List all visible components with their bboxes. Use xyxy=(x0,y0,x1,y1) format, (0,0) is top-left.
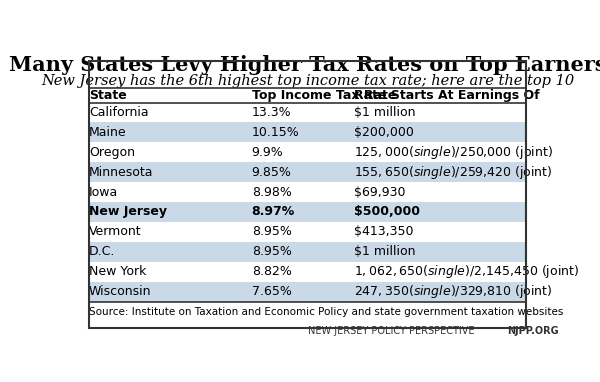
Text: $500,000: $500,000 xyxy=(354,206,420,219)
Text: NJPP.ORG: NJPP.ORG xyxy=(508,326,559,336)
Text: Oregon: Oregon xyxy=(89,146,135,159)
FancyBboxPatch shape xyxy=(89,242,526,262)
Text: $200,000: $200,000 xyxy=(354,126,414,139)
Text: 8.95%: 8.95% xyxy=(252,225,292,238)
Text: New York: New York xyxy=(89,265,146,278)
Text: New Jersey has the 6th highest top income tax rate; here are the top 10: New Jersey has the 6th highest top incom… xyxy=(41,74,574,87)
FancyBboxPatch shape xyxy=(89,282,526,302)
Text: California: California xyxy=(89,106,149,119)
Text: $247,350 (single)/$329,810 (joint): $247,350 (single)/$329,810 (joint) xyxy=(354,283,553,300)
Text: Many States Levy Higher Tax Rates on Top Earners: Many States Levy Higher Tax Rates on Top… xyxy=(9,55,600,75)
Text: $125,000 (single)/$250,000 (joint): $125,000 (single)/$250,000 (joint) xyxy=(354,144,553,161)
Text: Wisconsin: Wisconsin xyxy=(89,285,151,298)
Text: 7.65%: 7.65% xyxy=(252,285,292,298)
Text: Minnesota: Minnesota xyxy=(89,166,154,179)
Text: $155,650 (single)/$259,420 (joint): $155,650 (single)/$259,420 (joint) xyxy=(354,163,552,181)
Text: 13.3%: 13.3% xyxy=(252,106,292,119)
Text: New Jersey: New Jersey xyxy=(89,206,167,219)
Text: 8.98%: 8.98% xyxy=(252,186,292,199)
Text: Rate Starts At Earnings Of: Rate Starts At Earnings Of xyxy=(354,89,539,102)
Text: Iowa: Iowa xyxy=(89,186,118,199)
Text: 8.95%: 8.95% xyxy=(252,245,292,258)
Text: Top Income Tax Rate: Top Income Tax Rate xyxy=(252,89,396,102)
Text: Source: Institute on Taxation and Economic Policy and state government taxation : Source: Institute on Taxation and Econom… xyxy=(89,307,563,317)
Text: State: State xyxy=(89,89,127,102)
Text: $413,350: $413,350 xyxy=(354,225,413,238)
FancyBboxPatch shape xyxy=(89,122,526,142)
Text: 9.85%: 9.85% xyxy=(252,166,292,179)
Text: 8.82%: 8.82% xyxy=(252,265,292,278)
Text: NEW JERSEY POLICY PERSPECTIVE: NEW JERSEY POLICY PERSPECTIVE xyxy=(308,326,474,336)
Text: 10.15%: 10.15% xyxy=(252,126,299,139)
Text: D.C.: D.C. xyxy=(89,245,115,258)
FancyBboxPatch shape xyxy=(89,202,526,222)
Text: Vermont: Vermont xyxy=(89,225,142,238)
Text: $69,930: $69,930 xyxy=(354,186,406,199)
Text: 9.9%: 9.9% xyxy=(252,146,283,159)
Text: 8.97%: 8.97% xyxy=(252,206,295,219)
Text: $1 million: $1 million xyxy=(354,106,415,119)
FancyBboxPatch shape xyxy=(89,162,526,182)
Text: Maine: Maine xyxy=(89,126,127,139)
Text: $1 million: $1 million xyxy=(354,245,415,258)
Text: $1,062,650 (single)/$2,145,450 (joint): $1,062,650 (single)/$2,145,450 (joint) xyxy=(354,263,579,280)
